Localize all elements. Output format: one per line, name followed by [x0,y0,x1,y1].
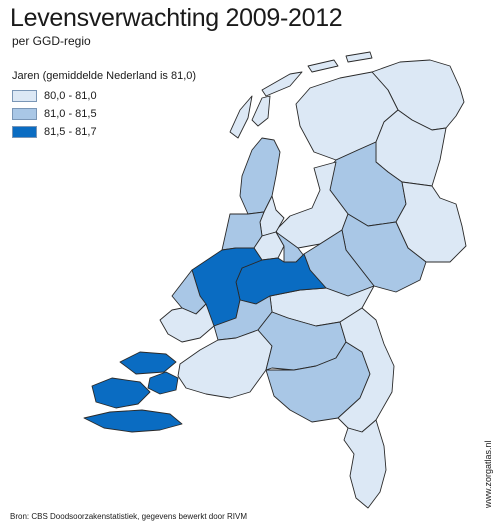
legend-swatch-low [12,89,37,102]
legend-label: 81,0 - 81,5 [44,107,97,120]
island-vlieland [229,95,253,139]
island-terschelling [261,71,303,97]
legend-swatch-high [12,125,37,138]
legend-heading: Jaren (gemiddelde Nederland is 81,0) [12,70,197,82]
island-schiermonnikoog [345,51,373,63]
region-zeeland-schouwen [119,351,177,375]
region-zuid-limburg [343,419,387,509]
map-title: Levensverwachting 2009-2012 [10,4,343,32]
region-twente [395,181,467,263]
island-texel [251,95,271,127]
legend: Jaren (gemiddelde Nederland is 81,0) 80,… [12,70,196,141]
legend-swatch-mid [12,107,37,120]
region-rotterdam-rijnmond [159,303,215,343]
legend-label: 80,0 - 81,0 [44,89,97,102]
legend-item: 81,5 - 81,7 [12,123,196,140]
legend-item: 80,0 - 81,0 [12,87,196,104]
legend-item: 81,0 - 81,5 [12,105,196,122]
region-zeeland-walcheren [91,377,151,409]
map-subtitle: per GGD-regio [12,34,91,48]
island-ameland [307,59,339,73]
region-zeeland-flanders [83,409,183,433]
region-zeeland-tholen [147,371,179,395]
website-credit: www.zorgatlas.nl [483,440,493,508]
legend-label: 81,5 - 81,7 [44,125,97,138]
source-note: Bron: CBS Doodsoorzakenstatistiek, gegev… [10,512,248,521]
